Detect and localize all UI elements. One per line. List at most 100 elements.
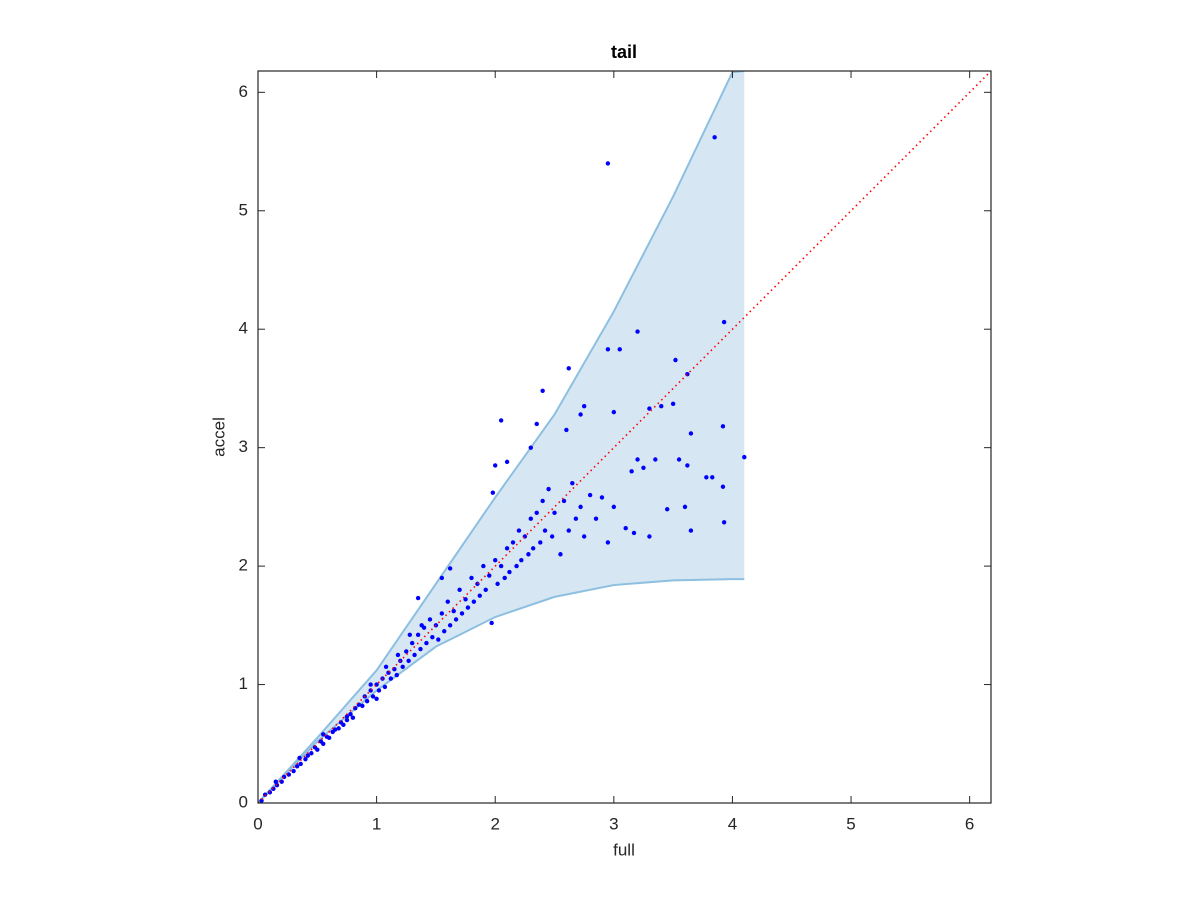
- point: [540, 388, 545, 394]
- point: [647, 534, 652, 539]
- point: [406, 658, 411, 664]
- point: [599, 495, 605, 500]
- point: [710, 475, 715, 480]
- point: [382, 684, 388, 690]
- point: [704, 475, 709, 480]
- point: [400, 664, 405, 669]
- point: [481, 563, 486, 569]
- point: [374, 696, 379, 701]
- point: [415, 632, 421, 638]
- point: [447, 566, 453, 571]
- point: [587, 492, 593, 498]
- point: [493, 463, 498, 468]
- point: [522, 534, 528, 539]
- point: [447, 623, 453, 628]
- point: [581, 404, 587, 409]
- point: [271, 786, 276, 791]
- x-tick-label: 4: [728, 814, 737, 833]
- point: [498, 418, 504, 423]
- point: [558, 552, 563, 557]
- point: [294, 764, 300, 769]
- plot-area: [258, 71, 991, 803]
- point: [530, 546, 536, 551]
- point: [388, 676, 394, 681]
- x-axis-label: full: [613, 840, 635, 859]
- x-tick-label: 3: [609, 814, 618, 833]
- point: [712, 135, 717, 140]
- point: [688, 528, 694, 533]
- point: [487, 573, 492, 578]
- y-tick-label: 6: [239, 82, 248, 101]
- point: [493, 557, 498, 563]
- point: [259, 798, 264, 803]
- point: [664, 507, 670, 512]
- point: [344, 714, 350, 719]
- point: [534, 421, 539, 427]
- point: [262, 792, 268, 797]
- point: [566, 528, 571, 533]
- point: [721, 520, 727, 525]
- point: [611, 409, 617, 415]
- point: [629, 469, 634, 474]
- point: [502, 575, 507, 581]
- point: [507, 569, 512, 575]
- point: [504, 459, 510, 465]
- point: [350, 715, 356, 720]
- y-tick-label: 4: [239, 319, 248, 338]
- point: [659, 404, 664, 409]
- point: [395, 652, 401, 658]
- point: [457, 587, 462, 592]
- point: [279, 779, 284, 784]
- point: [336, 726, 341, 731]
- point: [617, 347, 622, 352]
- point: [286, 772, 292, 777]
- point: [611, 504, 617, 510]
- point: [376, 688, 382, 693]
- point: [315, 747, 320, 752]
- point: [561, 498, 567, 504]
- point: [742, 454, 747, 460]
- point: [623, 526, 628, 531]
- point: [297, 755, 302, 761]
- x-tick-label: 5: [846, 814, 855, 833]
- point: [370, 694, 376, 699]
- point: [267, 790, 273, 795]
- point: [303, 756, 308, 762]
- point: [542, 528, 548, 533]
- point: [490, 490, 496, 495]
- point: [498, 563, 504, 569]
- point: [364, 698, 370, 704]
- point: [688, 431, 694, 436]
- point: [519, 557, 524, 563]
- point: [341, 722, 346, 728]
- point: [321, 741, 326, 746]
- point: [348, 711, 353, 717]
- band-upper: [258, 71, 745, 803]
- point: [309, 751, 314, 756]
- point: [647, 406, 652, 411]
- point: [540, 498, 545, 504]
- point: [566, 366, 571, 371]
- y-tick-label: 3: [239, 437, 248, 456]
- point: [573, 516, 579, 521]
- point: [605, 161, 611, 166]
- point: [291, 768, 296, 774]
- point: [439, 575, 445, 581]
- point: [368, 682, 373, 687]
- point: [436, 637, 441, 642]
- point: [469, 575, 474, 581]
- point: [564, 427, 569, 433]
- point: [514, 563, 519, 569]
- point: [720, 484, 726, 489]
- point: [415, 595, 421, 601]
- point: [676, 457, 682, 462]
- y-tick-label: 5: [239, 200, 248, 219]
- point: [538, 540, 543, 545]
- point: [383, 664, 389, 669]
- point: [552, 510, 557, 516]
- point: [424, 640, 429, 646]
- point: [442, 629, 447, 634]
- point: [281, 774, 287, 780]
- point: [670, 401, 676, 407]
